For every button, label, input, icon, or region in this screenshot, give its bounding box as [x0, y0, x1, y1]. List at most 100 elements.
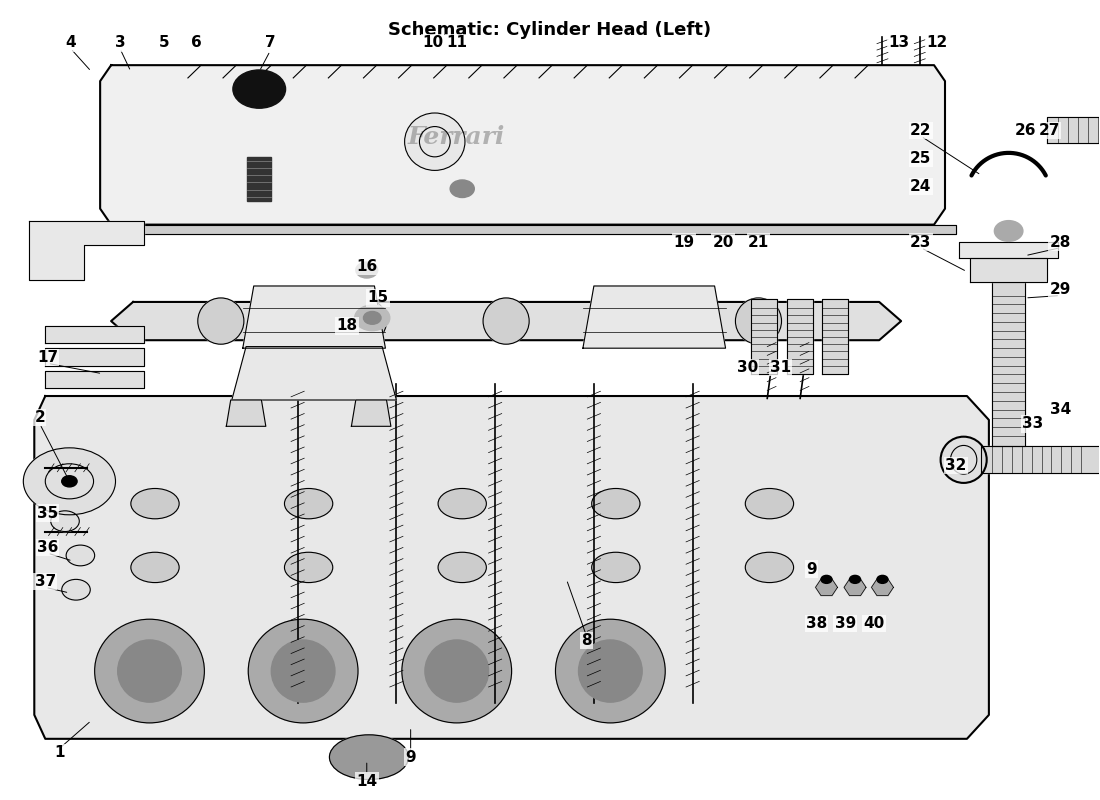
Circle shape	[450, 180, 474, 198]
Circle shape	[23, 448, 116, 515]
Text: 30: 30	[737, 360, 758, 375]
Ellipse shape	[556, 619, 666, 723]
Text: 37: 37	[35, 574, 56, 590]
Text: 13: 13	[889, 35, 910, 50]
Ellipse shape	[626, 298, 672, 344]
Circle shape	[66, 545, 95, 566]
Text: 23: 23	[910, 234, 932, 250]
Ellipse shape	[438, 552, 486, 582]
Ellipse shape	[95, 619, 205, 723]
Polygon shape	[45, 326, 144, 343]
Text: 3: 3	[114, 35, 125, 50]
Ellipse shape	[272, 640, 334, 702]
Text: 9: 9	[405, 750, 416, 765]
Ellipse shape	[592, 489, 640, 518]
Text: 29: 29	[1049, 282, 1071, 298]
Polygon shape	[815, 579, 837, 596]
Ellipse shape	[579, 640, 642, 702]
Text: 21: 21	[748, 234, 769, 250]
Ellipse shape	[285, 552, 332, 582]
Text: 17: 17	[37, 350, 58, 366]
Text: 36: 36	[36, 540, 58, 555]
Ellipse shape	[438, 489, 486, 518]
Polygon shape	[29, 221, 144, 281]
Text: 20: 20	[713, 234, 734, 250]
Ellipse shape	[340, 298, 386, 344]
Circle shape	[355, 262, 377, 278]
Text: 12: 12	[926, 35, 948, 50]
Polygon shape	[89, 225, 956, 234]
Text: 16: 16	[356, 258, 377, 274]
Circle shape	[51, 511, 79, 531]
Polygon shape	[992, 282, 1025, 446]
Text: 32: 32	[945, 458, 967, 473]
Polygon shape	[243, 286, 385, 348]
Ellipse shape	[249, 619, 358, 723]
Text: 7: 7	[265, 35, 275, 50]
Ellipse shape	[405, 113, 465, 170]
Ellipse shape	[425, 640, 488, 702]
Ellipse shape	[285, 489, 332, 518]
Polygon shape	[959, 242, 1058, 258]
Text: 4: 4	[65, 35, 76, 50]
Text: Schematic: Cylinder Head (Left): Schematic: Cylinder Head (Left)	[388, 22, 712, 39]
Circle shape	[849, 575, 860, 583]
Polygon shape	[822, 298, 848, 374]
Polygon shape	[45, 348, 144, 366]
Ellipse shape	[198, 298, 244, 344]
Text: 25: 25	[910, 151, 932, 166]
Text: 11: 11	[447, 35, 468, 50]
Text: Ferrari: Ferrari	[408, 125, 505, 149]
Circle shape	[62, 579, 90, 600]
Polygon shape	[751, 298, 777, 374]
Polygon shape	[111, 302, 901, 340]
Circle shape	[363, 311, 381, 324]
Ellipse shape	[746, 489, 793, 518]
Circle shape	[62, 476, 77, 487]
Text: 28: 28	[1049, 234, 1071, 250]
Polygon shape	[45, 370, 144, 388]
Ellipse shape	[592, 552, 640, 582]
Polygon shape	[970, 258, 1047, 282]
Ellipse shape	[131, 489, 179, 518]
Polygon shape	[871, 579, 893, 596]
Polygon shape	[844, 579, 866, 596]
Text: 38: 38	[806, 616, 827, 630]
Text: 10: 10	[422, 35, 443, 50]
Text: 24: 24	[910, 179, 932, 194]
Circle shape	[877, 575, 888, 583]
Bar	[248, 157, 272, 201]
Text: 18: 18	[337, 318, 358, 334]
Text: 35: 35	[36, 506, 58, 521]
Text: 19: 19	[673, 234, 694, 250]
Text: 34: 34	[1049, 402, 1070, 417]
Ellipse shape	[402, 619, 512, 723]
Text: 8: 8	[581, 634, 592, 648]
Text: 27: 27	[1038, 123, 1060, 138]
Polygon shape	[227, 400, 266, 426]
Text: 26: 26	[1014, 123, 1036, 138]
Ellipse shape	[746, 552, 793, 582]
Ellipse shape	[118, 640, 182, 702]
Polygon shape	[232, 346, 396, 400]
Ellipse shape	[483, 298, 529, 344]
Circle shape	[354, 305, 389, 330]
Text: 6: 6	[191, 35, 202, 50]
Text: 39: 39	[835, 616, 856, 630]
Polygon shape	[34, 396, 989, 739]
Text: 1: 1	[54, 745, 65, 760]
Text: 14: 14	[356, 774, 377, 789]
Circle shape	[821, 575, 832, 583]
Polygon shape	[981, 446, 1100, 474]
Ellipse shape	[330, 735, 408, 779]
Polygon shape	[100, 65, 945, 225]
Polygon shape	[786, 298, 813, 374]
Text: 15: 15	[367, 290, 388, 306]
Circle shape	[994, 221, 1023, 242]
Ellipse shape	[131, 552, 179, 582]
Circle shape	[233, 70, 286, 108]
Text: 5: 5	[158, 35, 169, 50]
Polygon shape	[351, 400, 390, 426]
Text: 31: 31	[770, 360, 791, 375]
Text: 9: 9	[806, 562, 816, 577]
